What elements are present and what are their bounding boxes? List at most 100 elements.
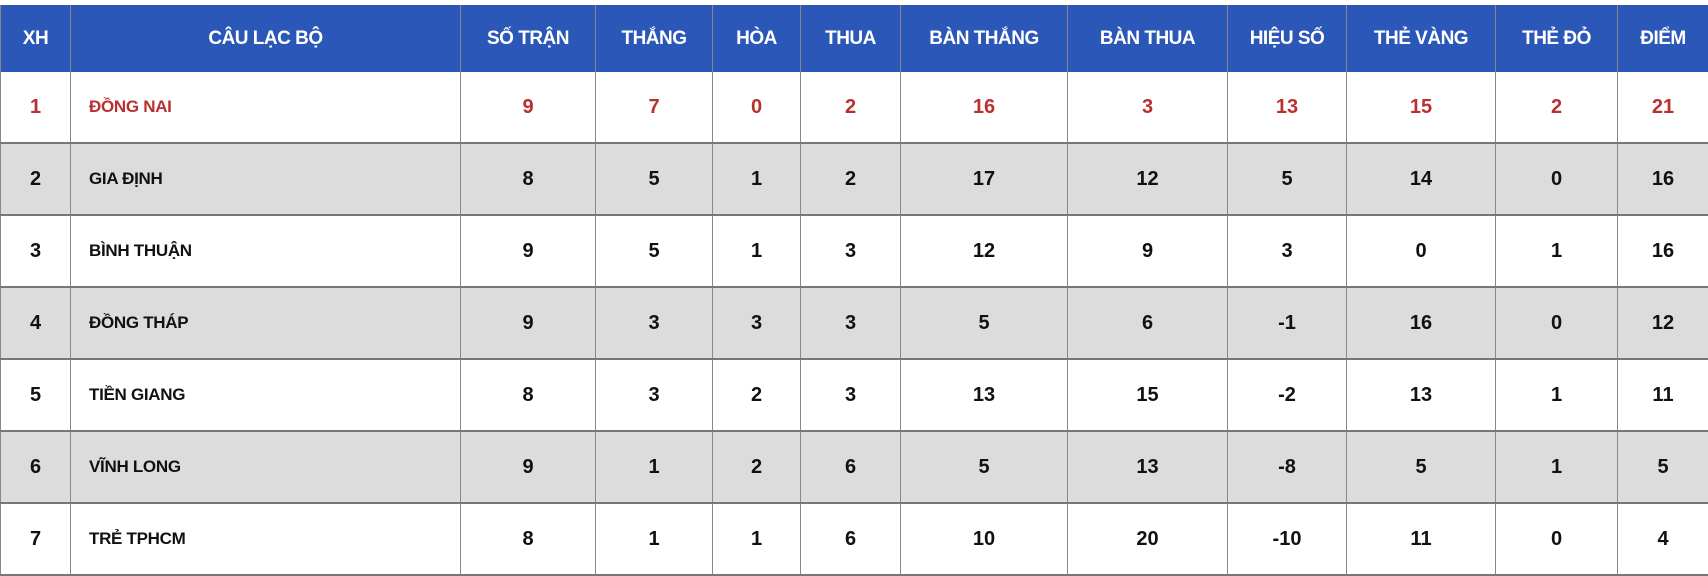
cell-club: ĐỒNG THÁP: [71, 287, 461, 359]
cell-club: TRẺ TPHCM: [71, 503, 461, 575]
cell-red-cards: 1: [1496, 431, 1618, 503]
cell-played: 8: [461, 359, 596, 431]
header-won: THẮNG: [596, 5, 713, 72]
header-goals-against: BÀN THUA: [1068, 5, 1228, 72]
cell-played: 9: [461, 215, 596, 287]
cell-goals-against: 13: [1068, 431, 1228, 503]
cell-club: VĨNH LONG: [71, 431, 461, 503]
cell-red-cards: 2: [1496, 72, 1618, 143]
cell-lost: 3: [801, 287, 901, 359]
cell-goal-difference: -10: [1228, 503, 1347, 575]
cell-drawn: 3: [713, 287, 801, 359]
cell-points: 16: [1618, 143, 1708, 215]
cell-points: 11: [1618, 359, 1708, 431]
cell-goal-difference: 13: [1228, 72, 1347, 143]
cell-goals-against: 6: [1068, 287, 1228, 359]
cell-goals-for: 5: [901, 287, 1068, 359]
cell-lost: 6: [801, 431, 901, 503]
cell-points: 4: [1618, 503, 1708, 575]
cell-won: 7: [596, 72, 713, 143]
cell-lost: 6: [801, 503, 901, 575]
cell-played: 9: [461, 287, 596, 359]
cell-played: 9: [461, 431, 596, 503]
cell-drawn: 2: [713, 359, 801, 431]
header-red-cards: THẺ ĐỎ: [1496, 5, 1618, 72]
cell-yellow-cards: 0: [1347, 215, 1496, 287]
cell-drawn: 1: [713, 503, 801, 575]
cell-played: 8: [461, 503, 596, 575]
cell-lost: 2: [801, 143, 901, 215]
cell-yellow-cards: 15: [1347, 72, 1496, 143]
cell-rank: 6: [1, 431, 71, 503]
cell-club: ĐỒNG NAI: [71, 72, 461, 143]
header-goal-difference: HIỆU SỐ: [1228, 5, 1347, 72]
header-drawn: HÒA: [713, 5, 801, 72]
cell-won: 5: [596, 215, 713, 287]
cell-yellow-cards: 13: [1347, 359, 1496, 431]
header-club: CÂU LẠC BỘ: [71, 5, 461, 72]
cell-goals-against: 9: [1068, 215, 1228, 287]
cell-points: 12: [1618, 287, 1708, 359]
cell-red-cards: 0: [1496, 503, 1618, 575]
cell-red-cards: 1: [1496, 215, 1618, 287]
cell-red-cards: 0: [1496, 287, 1618, 359]
cell-club: BÌNH THUẬN: [71, 215, 461, 287]
cell-won: 5: [596, 143, 713, 215]
cell-goal-difference: -8: [1228, 431, 1347, 503]
cell-red-cards: 1: [1496, 359, 1618, 431]
cell-points: 21: [1618, 72, 1708, 143]
cell-played: 9: [461, 72, 596, 143]
cell-yellow-cards: 11: [1347, 503, 1496, 575]
cell-won: 1: [596, 503, 713, 575]
header-rank: XH: [1, 5, 71, 72]
cell-rank: 3: [1, 215, 71, 287]
cell-goal-difference: -2: [1228, 359, 1347, 431]
cell-goals-for: 12: [901, 215, 1068, 287]
cell-yellow-cards: 16: [1347, 287, 1496, 359]
cell-drawn: 1: [713, 215, 801, 287]
cell-goal-difference: 5: [1228, 143, 1347, 215]
cell-lost: 2: [801, 72, 901, 143]
cell-drawn: 0: [713, 72, 801, 143]
cell-goals-for: 5: [901, 431, 1068, 503]
cell-red-cards: 0: [1496, 143, 1618, 215]
cell-goal-difference: -1: [1228, 287, 1347, 359]
header-lost: THUA: [801, 5, 901, 72]
cell-goals-against: 3: [1068, 72, 1228, 143]
cell-yellow-cards: 5: [1347, 431, 1496, 503]
cell-drawn: 2: [713, 431, 801, 503]
cell-lost: 3: [801, 359, 901, 431]
header-played: SỐ TRẬN: [461, 5, 596, 72]
cell-played: 8: [461, 143, 596, 215]
cell-points: 5: [1618, 431, 1708, 503]
cell-rank: 4: [1, 287, 71, 359]
cell-club: GIA ĐỊNH: [71, 143, 461, 215]
cell-goals-against: 20: [1068, 503, 1228, 575]
cell-rank: 7: [1, 503, 71, 575]
cell-goals-against: 15: [1068, 359, 1228, 431]
cell-goals-for: 10: [901, 503, 1068, 575]
cell-club: TIỀN GIANG: [71, 359, 461, 431]
cell-won: 3: [596, 287, 713, 359]
cell-goal-difference: 3: [1228, 215, 1347, 287]
cell-lost: 3: [801, 215, 901, 287]
cell-goals-against: 12: [1068, 143, 1228, 215]
header-points: ĐIỂM: [1618, 5, 1708, 72]
header-goals-for: BÀN THẮNG: [901, 5, 1068, 72]
cell-won: 3: [596, 359, 713, 431]
cell-goals-for: 16: [901, 72, 1068, 143]
cell-rank: 1: [1, 72, 71, 143]
cell-rank: 5: [1, 359, 71, 431]
header-yellow-cards: THẺ VÀNG: [1347, 5, 1496, 72]
cell-goals-for: 17: [901, 143, 1068, 215]
